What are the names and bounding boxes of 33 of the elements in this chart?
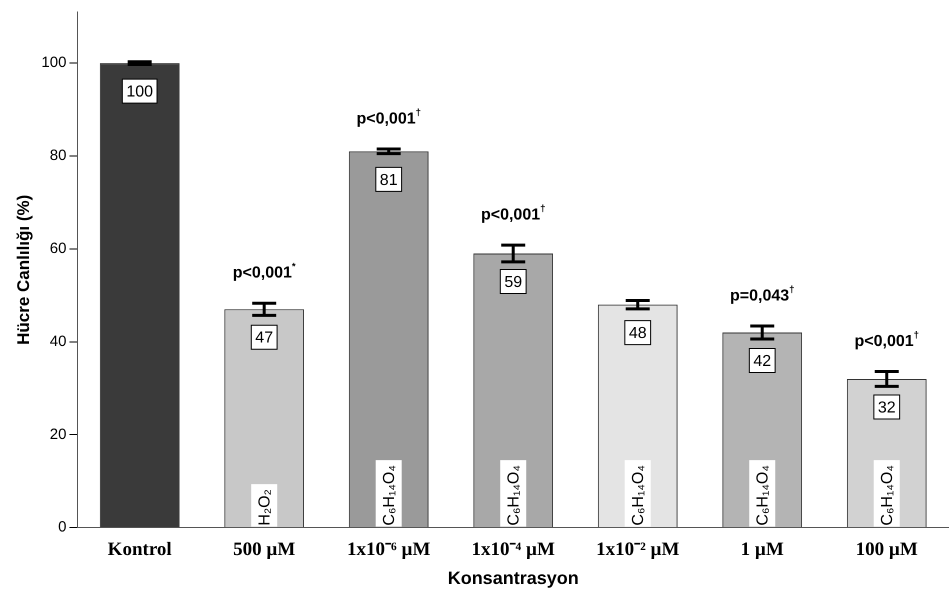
annotation: p<0,001* bbox=[232, 262, 296, 282]
x-tick-label: 1 µM bbox=[740, 538, 784, 560]
data-label: 47 bbox=[255, 330, 274, 347]
annotation: H₂O₂ bbox=[256, 489, 274, 526]
x-tick-label: Kontrol bbox=[108, 538, 172, 560]
x-tick-label: 1x10⁻⁶ µM bbox=[347, 538, 430, 560]
annotation: p<0,001† bbox=[854, 330, 919, 350]
y-tick-label: 20 bbox=[50, 426, 66, 443]
annotation: C₆H₁₄O₄ bbox=[630, 465, 648, 526]
data-label: 59 bbox=[504, 274, 522, 291]
data-label: 32 bbox=[878, 399, 896, 416]
annotation: p=0,043† bbox=[730, 284, 794, 304]
y-tick-label: 40 bbox=[50, 332, 66, 350]
x-tick-label: 500 µM bbox=[233, 538, 296, 560]
x-axis-title: Konsantrasyon bbox=[448, 568, 579, 588]
annotation: C₆H₁₄O₄ bbox=[754, 465, 772, 526]
annotation: C₆H₁₄O₄ bbox=[381, 465, 398, 526]
y-tick-label: 80 bbox=[50, 147, 66, 164]
x-tick-label: 1x10⁻² µM bbox=[596, 538, 680, 560]
annotation: p<0,001† bbox=[480, 203, 546, 224]
y-axis-title: Hücre Canlılığı (%) bbox=[14, 194, 33, 345]
annotation: C₆H₁₄O₄ bbox=[506, 465, 523, 526]
data-label: 100 bbox=[126, 84, 154, 100]
x-tick-label: 100 µM bbox=[856, 538, 918, 560]
annotation: p<0,001† bbox=[356, 107, 421, 128]
data-label: 42 bbox=[753, 352, 772, 370]
y-tick-label: 60 bbox=[50, 240, 66, 258]
x-tick-label: 1x10⁻⁴ µM bbox=[472, 538, 555, 560]
y-tick-label: 100 bbox=[41, 54, 66, 72]
annotation: C₆H₁₄O₄ bbox=[879, 465, 896, 526]
y-tick-label: 0 bbox=[58, 518, 66, 536]
data-label: 48 bbox=[628, 325, 647, 342]
data-label: 81 bbox=[380, 172, 398, 189]
